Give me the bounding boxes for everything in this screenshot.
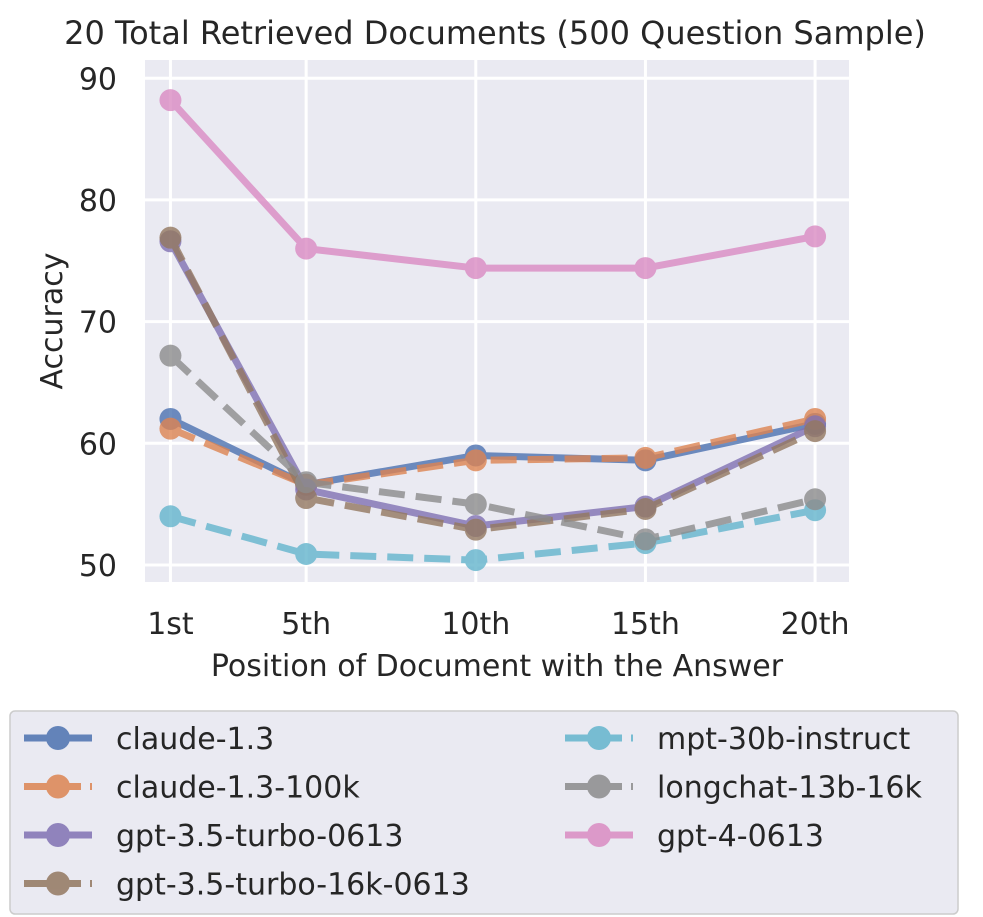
y-tick-label: 60	[79, 427, 117, 462]
legend-label: gpt-3.5-turbo-0613	[116, 819, 403, 854]
series-gpt-4-0613	[159, 89, 827, 280]
legend-marker	[587, 774, 611, 799]
series-layer	[159, 89, 827, 572]
y-tick-label: 50	[79, 549, 117, 584]
data-point	[295, 487, 318, 510]
legend-items: claude-1.3 claude-1.3-100k gpt-3.5-turbo-0…	[24, 722, 922, 903]
data-point	[464, 549, 487, 572]
series-gpt-3.5-turbo-16k-0613	[159, 226, 827, 541]
data-point	[159, 505, 182, 528]
x-tick-labels: 1st 5th 10th 15th 20th	[147, 607, 849, 642]
y-tick-label: 80	[79, 184, 117, 219]
x-tick-label: 20th	[781, 607, 850, 642]
legend-label: mpt-30b-instruct	[657, 722, 910, 757]
data-point	[295, 471, 318, 494]
legend-item	[24, 823, 92, 847]
data-point	[804, 420, 827, 443]
legend-marker	[46, 871, 70, 896]
x-tick-label: 1st	[147, 607, 194, 642]
legend-item	[565, 726, 633, 750]
legend-item	[24, 774, 92, 799]
data-point	[464, 493, 487, 516]
data-point	[634, 257, 657, 280]
data-point	[804, 488, 827, 511]
y-tick-labels: 50 60 70 80 90	[79, 62, 117, 584]
data-point	[159, 226, 182, 249]
x-tick-label: 15th	[611, 607, 680, 642]
legend-item	[24, 726, 92, 750]
legend-marker	[46, 774, 70, 799]
data-point	[464, 518, 487, 541]
data-point	[159, 417, 182, 440]
data-point	[159, 344, 182, 367]
x-tick-label: 10th	[441, 607, 510, 642]
legend-label: claude-1.3-100k	[116, 771, 360, 806]
legend-item	[24, 871, 92, 896]
legend-item	[565, 774, 633, 799]
data-point	[634, 528, 657, 551]
data-point	[804, 225, 827, 248]
data-point	[159, 89, 182, 112]
legend-marker	[46, 726, 70, 750]
legend-label: gpt-3.5-turbo-16k-0613	[116, 868, 470, 903]
data-point	[464, 257, 487, 280]
data-point	[295, 237, 318, 260]
data-point	[634, 446, 657, 469]
legend-item	[565, 823, 633, 847]
legend-label: gpt-4-0613	[657, 819, 824, 854]
data-point	[634, 497, 657, 520]
legend	[9, 710, 959, 915]
y-axis-label: Accuracy	[35, 253, 70, 390]
x-tick-label: 5th	[281, 607, 331, 642]
x-axis-label: Position of Document with the Answer	[211, 649, 784, 684]
legend-marker	[46, 823, 70, 847]
y-tick-label: 70	[79, 306, 117, 341]
y-tick-label: 90	[79, 62, 117, 97]
legend-label: longchat-13b-16k	[657, 771, 922, 806]
data-point	[295, 543, 318, 566]
legend-marker	[587, 726, 611, 750]
legend-marker	[587, 823, 611, 847]
legend-label: claude-1.3	[116, 722, 274, 757]
data-point	[464, 449, 487, 472]
chart-title: 20 Total Retrieved Documents (500 Questi…	[64, 14, 926, 52]
series-longchat-13b-16k	[159, 344, 827, 551]
